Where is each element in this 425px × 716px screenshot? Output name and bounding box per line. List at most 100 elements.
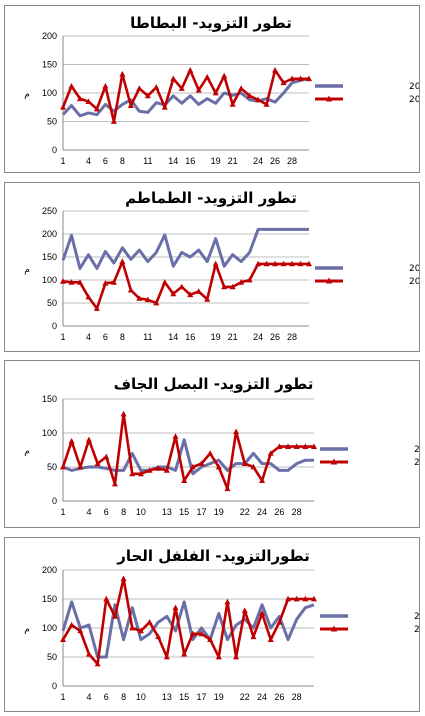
chart-svg: تطور التزويد- البصل الجاف 0 50 100 150 1 4 6 8 10… (24, 375, 419, 517)
series-point (178, 85, 185, 91)
x-tick-label: 28 (292, 692, 302, 702)
series-point (110, 118, 117, 124)
series-point (77, 463, 84, 470)
series-point (215, 653, 222, 660)
series-point (85, 293, 92, 300)
series-point (60, 104, 66, 110)
series-point (161, 104, 168, 110)
x-tick-label: 1 (60, 507, 65, 517)
x-tick-label: 1 (60, 692, 65, 702)
x-tick-label: 19 (214, 692, 224, 702)
x-tick-label: 13 (162, 692, 172, 702)
series-point (127, 102, 134, 108)
series-point (250, 463, 257, 470)
x-tick-label: 15 (179, 692, 189, 702)
series-point (255, 260, 262, 267)
series-point (178, 283, 185, 290)
series-point (302, 595, 309, 602)
series-point (68, 82, 75, 89)
y-tick-label: 150 (42, 60, 57, 70)
series-point (276, 619, 283, 625)
series-point (68, 621, 75, 628)
series-point (212, 89, 219, 96)
chart-panel-onion: تطور التزويد- البصل الجاف 0 50 100 150 1 4 6 8 10… (4, 360, 420, 528)
series-point (267, 636, 274, 642)
y-tick-label: 100 (42, 623, 57, 633)
series-point (110, 279, 117, 285)
x-tick-label: 17 (196, 507, 206, 517)
x-tick-label: 4 (86, 332, 91, 342)
series-point (306, 75, 312, 82)
series-point (246, 276, 253, 283)
y-tick-label: 0 (52, 145, 57, 155)
series-point (129, 470, 136, 477)
series-point (155, 633, 162, 640)
x-tick-label: 22 (240, 507, 250, 517)
series-point (144, 296, 151, 303)
series-point (136, 295, 143, 301)
series-point (111, 613, 118, 619)
series-point (127, 286, 134, 293)
legend-label: الكمية 2017 (409, 95, 419, 105)
x-tick-label: 28 (287, 156, 297, 166)
series-point (129, 624, 136, 631)
legend-label: الكمية 2017 (414, 458, 419, 468)
x-tick-label: 19 (214, 507, 224, 517)
chart-title: تطور التزويد- البطاطا (130, 14, 292, 32)
y-axis-label: م (24, 266, 30, 276)
y-axis-label: م (24, 625, 30, 635)
series-point (233, 653, 240, 660)
series-point (259, 610, 266, 616)
series-point (68, 279, 75, 285)
series-point (146, 467, 153, 473)
series-point (276, 443, 283, 449)
series-point (204, 73, 211, 80)
series-point (241, 607, 248, 613)
x-tick-label: 26 (270, 156, 280, 166)
x-tick-label: 16 (185, 156, 195, 166)
series-point (280, 260, 287, 267)
legend-label: الكمية 2017 (409, 277, 419, 287)
series-point (255, 96, 262, 103)
series-point (246, 92, 253, 99)
series-point (144, 92, 151, 99)
series-point (238, 279, 245, 285)
series-point (311, 595, 317, 602)
series-point (93, 105, 100, 112)
legend-label: الكمية 2016 (409, 264, 419, 274)
y-tick-label: 100 (42, 428, 57, 438)
series-point (120, 410, 127, 417)
series-point (60, 278, 66, 284)
series-point (195, 86, 202, 93)
chart-panel-potato: تطور التزويد- البطاطا 0 50 100 150 200 1 4 6 8 11 1… (4, 5, 420, 173)
series-point (224, 485, 231, 492)
series-point (68, 437, 75, 444)
series-line (62, 438, 314, 476)
y-tick-label: 150 (42, 594, 57, 604)
x-tick-label: 22 (240, 692, 250, 702)
x-tick-label: 8 (120, 156, 125, 166)
series-point (77, 627, 84, 634)
x-tick-label: 14 (168, 156, 178, 166)
x-tick-label: 8 (121, 507, 126, 517)
x-tick-label: 28 (287, 332, 297, 342)
series-point (204, 296, 211, 302)
y-tick-label: 0 (52, 681, 57, 691)
y-tick-label: 150 (42, 252, 57, 262)
chart-panel-tomato: تطور التزويد- الطماطم 0 50 100 150 200 250 1 4 6 8… (4, 182, 420, 352)
x-tick-label: 24 (257, 507, 267, 517)
series-point (163, 467, 170, 473)
chart-title: تطور التزويد- الطماطم (125, 189, 297, 207)
series-point (93, 305, 100, 311)
series-point (233, 428, 240, 435)
y-axis-label: م (24, 90, 30, 100)
series-point (119, 258, 126, 264)
x-tick-label: 1 (60, 156, 65, 166)
legend-marker (330, 458, 338, 465)
series-point (289, 75, 296, 82)
chart-svg: تطورالتزويد- الفلفل الحار 0 50 100 150 200 1 4 6… (24, 547, 419, 702)
series-point (146, 619, 153, 625)
x-tick-label: 13 (162, 507, 172, 517)
